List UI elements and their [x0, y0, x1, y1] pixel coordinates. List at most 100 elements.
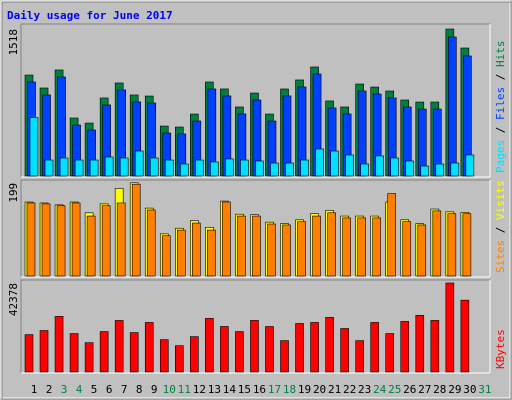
y-tick-label: 1518	[7, 29, 20, 55]
bar	[340, 328, 349, 373]
x-tick-label: 31	[478, 383, 491, 396]
bar	[402, 221, 412, 277]
bar	[86, 215, 96, 277]
bar	[435, 163, 445, 177]
x-tick-label: 20	[313, 383, 326, 396]
x-tick-label: 1	[31, 383, 38, 396]
bar	[450, 162, 460, 177]
bar	[164, 159, 174, 177]
bar	[146, 209, 156, 277]
bar	[225, 158, 234, 177]
bar	[180, 163, 189, 177]
bar	[235, 331, 244, 373]
bar	[342, 217, 351, 277]
bar	[240, 159, 249, 177]
x-tick-label: 13	[208, 383, 221, 396]
bar	[460, 299, 470, 373]
legend-separator: /	[494, 67, 507, 87]
bar	[29, 117, 39, 177]
bar	[465, 154, 475, 177]
x-tick-label: 9	[151, 383, 158, 396]
legend-entry: Visits	[494, 180, 507, 220]
bar	[430, 320, 440, 373]
bar	[149, 157, 159, 177]
bar	[205, 318, 214, 373]
legend-entry: Sites	[494, 240, 507, 273]
x-tick-label: 5	[91, 383, 98, 396]
bar	[390, 157, 400, 177]
legend: KBytes	[494, 329, 507, 369]
bar	[315, 148, 324, 177]
x-tick-label: 22	[343, 383, 356, 396]
bar	[177, 229, 186, 277]
bar	[370, 322, 379, 373]
bar	[280, 340, 289, 373]
bar	[400, 321, 410, 373]
bar	[195, 159, 204, 177]
x-tick-label: 18	[283, 383, 296, 396]
bar	[39, 330, 49, 373]
bar	[252, 215, 261, 277]
bar	[104, 156, 114, 177]
x-tick-label: 27	[418, 383, 431, 396]
bar	[282, 224, 291, 277]
bar	[445, 282, 455, 373]
bar	[84, 342, 94, 373]
bar	[24, 334, 34, 373]
bar	[448, 36, 457, 177]
x-tick-label: 11	[178, 383, 191, 396]
bar	[69, 333, 79, 373]
legend: Sites / Visits	[494, 180, 507, 273]
bar	[312, 215, 321, 277]
bar	[357, 217, 366, 277]
bar	[357, 90, 367, 177]
bar	[119, 157, 129, 177]
bar	[265, 326, 274, 373]
bar	[222, 201, 231, 277]
bar	[297, 221, 306, 277]
bar	[300, 159, 309, 177]
bar	[345, 154, 354, 177]
x-tick-label: 17	[268, 383, 281, 396]
bar	[255, 160, 264, 177]
x-tick-label: 6	[106, 383, 113, 396]
bar	[144, 322, 154, 373]
bar	[295, 323, 304, 373]
x-tick-label: 14	[223, 383, 237, 396]
x-tick-label: 2	[46, 383, 53, 396]
bar	[372, 217, 381, 277]
bar	[99, 331, 109, 373]
bar	[270, 162, 279, 177]
chart-title: Daily usage for June 2017	[7, 9, 173, 22]
bar	[462, 213, 472, 277]
bar	[190, 336, 199, 373]
legend-entry: Pages	[494, 140, 507, 173]
legend-entry: KBytes	[494, 329, 507, 369]
bar	[327, 212, 336, 277]
bar	[207, 229, 216, 277]
x-tick-label: 15	[238, 383, 251, 396]
legend-separator: /	[494, 120, 507, 140]
x-tick-label: 28	[433, 383, 446, 396]
bar	[220, 326, 229, 373]
y-tick-label: 42378	[7, 283, 20, 316]
bar	[285, 162, 294, 177]
bar	[375, 155, 384, 177]
x-tick-label: 12	[193, 383, 206, 396]
bar	[385, 333, 395, 373]
x-tick-label: 8	[136, 383, 143, 396]
legend: Pages / Files / Hits	[494, 41, 507, 174]
bar	[41, 203, 51, 277]
bar	[420, 165, 430, 177]
bar	[387, 193, 397, 277]
x-tick-label: 30	[463, 383, 476, 396]
legend-separator: /	[494, 220, 507, 240]
x-tick-label: 21	[328, 383, 341, 396]
legend-entry: Hits	[494, 41, 507, 68]
x-tick-label: 29	[448, 383, 461, 396]
x-tick-label: 3	[61, 383, 68, 396]
bar	[114, 320, 124, 373]
